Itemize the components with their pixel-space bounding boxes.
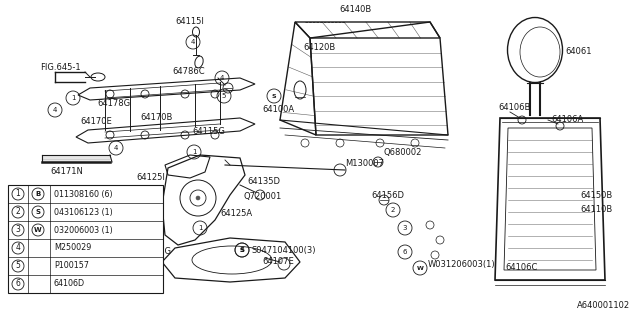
Text: 5: 5 <box>15 261 20 270</box>
Text: M250029: M250029 <box>54 244 92 252</box>
Text: 64170B: 64170B <box>140 114 172 123</box>
Text: 3: 3 <box>15 226 20 235</box>
Text: 64110B: 64110B <box>580 205 612 214</box>
Text: 1: 1 <box>198 225 202 231</box>
Text: 4: 4 <box>53 107 57 113</box>
Text: W: W <box>417 266 424 270</box>
Text: Q680002: Q680002 <box>383 148 421 156</box>
Text: 5: 5 <box>222 93 226 99</box>
Text: 64115I: 64115I <box>175 18 204 27</box>
Text: 64125A: 64125A <box>220 210 252 219</box>
Text: 4: 4 <box>220 75 224 81</box>
Text: 64125I: 64125I <box>136 173 165 182</box>
Text: 64171N: 64171N <box>50 167 83 177</box>
Text: Q720001: Q720001 <box>244 191 282 201</box>
Text: W: W <box>34 227 42 233</box>
Text: 2: 2 <box>391 207 395 213</box>
Text: 64156D: 64156D <box>371 191 404 201</box>
Text: 1: 1 <box>192 149 196 155</box>
Text: FIG.645-1: FIG.645-1 <box>40 63 81 73</box>
Text: 64106B: 64106B <box>498 103 531 113</box>
Text: 64178G: 64178G <box>97 99 130 108</box>
Circle shape <box>196 196 200 200</box>
Text: 64107E: 64107E <box>262 258 294 267</box>
Text: P100157: P100157 <box>54 261 89 270</box>
Text: 64106C: 64106C <box>505 263 538 273</box>
Text: 032006003 (1): 032006003 (1) <box>54 226 113 235</box>
Text: 64171G: 64171G <box>138 247 171 257</box>
Text: 4: 4 <box>15 244 20 252</box>
Text: 6: 6 <box>403 249 407 255</box>
Text: S: S <box>35 209 40 215</box>
Text: A640001102: A640001102 <box>577 301 630 310</box>
Text: W031206003(1): W031206003(1) <box>428 260 495 269</box>
Text: 64150B: 64150B <box>580 191 612 201</box>
Text: M130007: M130007 <box>345 158 384 167</box>
Text: 64106D: 64106D <box>54 279 85 289</box>
Text: 64061: 64061 <box>565 47 591 57</box>
Text: 2: 2 <box>15 207 20 217</box>
Text: 3: 3 <box>403 225 407 231</box>
Text: S: S <box>272 93 276 99</box>
Text: 6: 6 <box>15 279 20 289</box>
Text: 1: 1 <box>15 189 20 198</box>
Text: 4: 4 <box>114 145 118 151</box>
Text: S: S <box>239 247 244 253</box>
Text: 64135D: 64135D <box>247 178 280 187</box>
Text: S: S <box>240 247 244 252</box>
Text: 64100A: 64100A <box>262 106 294 115</box>
Text: S047104100(3): S047104100(3) <box>252 245 317 254</box>
Text: 64140B: 64140B <box>339 5 371 14</box>
Text: 64120B: 64120B <box>303 43 335 52</box>
Text: 64115G: 64115G <box>192 127 225 137</box>
Text: 64106A: 64106A <box>551 116 583 124</box>
Text: B: B <box>35 191 40 197</box>
Text: 4: 4 <box>191 39 195 45</box>
Text: 043106123 (1): 043106123 (1) <box>54 207 113 217</box>
Text: 011308160 (6): 011308160 (6) <box>54 189 113 198</box>
Text: 64170E: 64170E <box>80 117 112 126</box>
Text: 64786C: 64786C <box>172 68 205 76</box>
Bar <box>8 185 163 293</box>
Text: 1: 1 <box>71 95 76 101</box>
